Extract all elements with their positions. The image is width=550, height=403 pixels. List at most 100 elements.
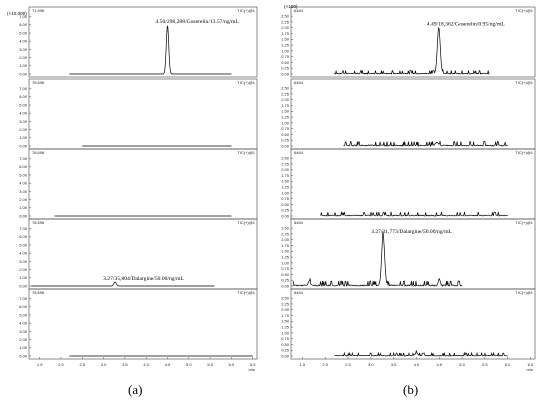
y-tick-label: 1.75 (281, 103, 290, 108)
y-tick-label: 0.00 (281, 283, 290, 288)
y-tick-label: 1.50 (281, 319, 290, 324)
y-tick-label: 0.50 (281, 342, 290, 347)
y-tick-label: 1.50 (281, 37, 290, 42)
y-tick-label: 1.25 (281, 42, 290, 47)
y-tick-label: 6.00 (19, 164, 28, 169)
x-tick-label: 2.5 (79, 362, 85, 367)
y-tick-label: 1.50 (281, 179, 290, 184)
y-tick-label: 1.25 (281, 254, 290, 259)
panel-2: 0.00 1.00 2.00 3.00 4.00 5.00 6.00 7.00 78,696 TI… (19, 78, 258, 150)
y-tick-label: 2.00 (19, 127, 28, 132)
panel-channel-label: TIC(+)@1 (237, 80, 256, 85)
panel-channel-label: TIC(+)@1 (515, 220, 534, 225)
figure-b-y-scale-label: (×100) (284, 4, 298, 9)
x-tick-label: 5.0 (459, 362, 465, 367)
panel-count-label: 6464 (294, 290, 304, 295)
x-tick-label: 4.0 (414, 362, 420, 367)
y-tick-label: 6.00 (19, 94, 28, 99)
y-tick-label: 6.00 (19, 234, 28, 239)
x-tick-label: 2.5 (345, 362, 351, 367)
panel-count-label: 78,696 (32, 220, 45, 225)
y-tick-label: 2.00 (281, 237, 290, 242)
y-tick-label: 7.00 (19, 296, 28, 301)
y-tick-label: 2.00 (19, 267, 28, 272)
figure-a-label: (a) (128, 382, 142, 397)
y-tick-label: 3.00 (19, 259, 28, 264)
y-tick-label: 0.25 (281, 208, 290, 213)
y-tick-label: 0.75 (281, 336, 290, 341)
x-tick-label: 6.5 (528, 362, 534, 367)
panel-5: 0.00 1.00 2.00 3.00 4.00 5.00 6.00 7.00 78,696 TI… (19, 288, 258, 372)
y-tick-label: 6.00 (19, 22, 28, 27)
y-tick-label: 2.50 (281, 226, 290, 231)
x-tick-label: 3.5 (391, 362, 397, 367)
y-tick-label: 0.00 (19, 143, 28, 148)
x-tick-label: 3.5 (122, 362, 128, 367)
y-tick-label: 1.00 (281, 190, 290, 195)
y-tick-label: 3.00 (19, 47, 28, 52)
y-tick-label: 4.00 (19, 39, 28, 44)
y-tick-label: 0.25 (281, 278, 290, 283)
y-tick-label: 0.00 (281, 353, 290, 358)
x-tick-label: 4.5 (165, 362, 171, 367)
figure-a: 0.00 1.00 2.00 3.00 4.00 5.00 6.00 7.00 71,996 TI… (19, 6, 258, 372)
peak-annotation: 4.49/18,362/Goserelin/0.95/ng/mL (427, 22, 505, 28)
y-tick-label: 2.50 (281, 86, 290, 91)
y-tick-label: 0.75 (281, 126, 290, 131)
y-tick-label: 5.00 (19, 242, 28, 247)
x-tick-label: 2.0 (58, 362, 64, 367)
x-tick-label: 4.0 (143, 362, 149, 367)
y-tick-label: 1.50 (281, 109, 290, 114)
y-tick-label: 7.00 (19, 156, 28, 161)
y-tick-label: 0.50 (281, 60, 290, 65)
panel-4: 0.00 1.00 2.00 3.00 4.00 5.00 6.00 7.00 78,696 TI… (19, 218, 258, 290)
y-tick-label: 5.00 (19, 312, 28, 317)
panel-count-label: 6464 (294, 8, 304, 13)
panel-count-label: 78,696 (32, 150, 45, 155)
chromatogram-trace (334, 350, 508, 357)
panel-2: 0.000.250.500.751.001.251.501.752.002.25… (281, 78, 536, 150)
x-tick-label: 6.0 (505, 362, 511, 367)
y-tick-label: 0.00 (281, 71, 290, 76)
y-tick-label: 0.00 (281, 213, 290, 218)
y-tick-label: 0.00 (19, 71, 28, 76)
y-tick-label: 0.00 (19, 213, 28, 218)
x-tick-label: 6.5 (250, 362, 256, 367)
y-tick-label: 1.00 (19, 63, 28, 68)
y-tick-label: 0.25 (281, 66, 290, 71)
panel-frame (290, 78, 536, 150)
y-tick-label: 4.00 (19, 181, 28, 186)
y-tick-label: 5.00 (19, 172, 28, 177)
peak-annotation: 3.27/31,773/Dalargine/50.00/ng/mL (371, 229, 452, 235)
y-tick-label: 2.25 (281, 161, 290, 166)
panel-count-label: 6464 (294, 150, 304, 155)
panel-channel-label: TIC(+)@1 (515, 150, 534, 155)
chromatogram-trace (334, 27, 490, 75)
y-tick-label: 7.00 (19, 226, 28, 231)
chromatogram-trace (320, 211, 508, 217)
x-unit-label: min (249, 367, 255, 372)
y-tick-label: 0.75 (281, 54, 290, 59)
peak-annotation: 4.50/298,288/Goserelin/13.57/ng/mL (156, 19, 240, 25)
y-tick-label: 2.00 (281, 25, 290, 30)
panel-count-label: 71,996 (32, 8, 45, 13)
y-tick-label: 1.75 (281, 31, 290, 36)
y-tick-label: 2.00 (19, 55, 28, 60)
x-tick-label: 6.0 (229, 362, 235, 367)
y-tick-label: 0.75 (281, 266, 290, 271)
y-tick-label: 1.25 (281, 184, 290, 189)
panel-frame (290, 288, 536, 360)
y-tick-label: 2.00 (19, 337, 28, 342)
panel-frame (28, 148, 258, 220)
panel-count-label: 6464 (294, 80, 304, 85)
panel-count-label: 78,696 (32, 290, 45, 295)
peak-annotation: 3.27/35,804/Dalargine/50.00/ng/mL (103, 276, 184, 282)
y-tick-label: 0.00 (281, 143, 290, 148)
y-tick-label: 1.00 (281, 330, 290, 335)
panel-channel-label: TIC(+)@1 (515, 8, 534, 13)
panel-channel-label: TIC(+)@1 (237, 220, 256, 225)
panel-channel-label: TIC(+)@1 (237, 8, 256, 13)
figure-b-label: (b) (403, 382, 418, 397)
panel-frame (28, 6, 258, 78)
y-tick-label: 2.00 (19, 197, 28, 202)
